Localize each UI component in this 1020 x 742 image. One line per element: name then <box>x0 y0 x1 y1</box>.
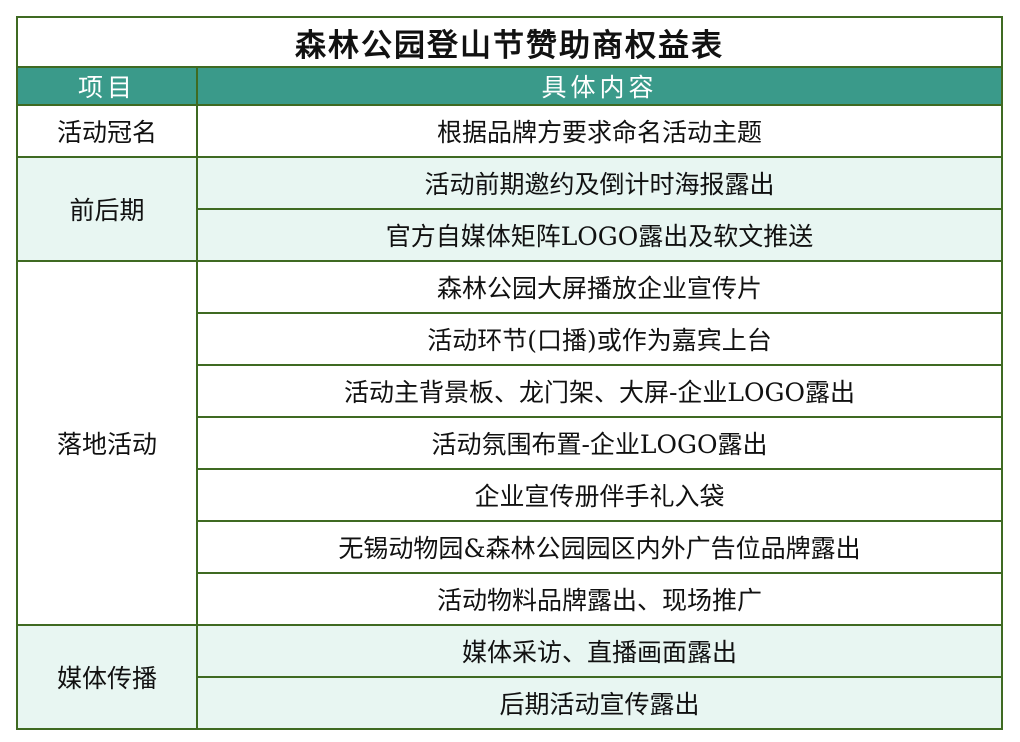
table-row: 无锡动物园&森林公园园区内外广告位品牌露出 <box>17 520 1003 574</box>
table-title: 森林公园登山节赞助商权益表 <box>16 16 1003 68</box>
content-cell: 活动环节(口播)或作为嘉宾上台 <box>196 312 1003 366</box>
content-cell: 媒体采访、直播画面露出 <box>196 624 1003 678</box>
table-row: 官方自媒体矩阵LOGO露出及软文推送 <box>17 208 1003 262</box>
header-content: 具体内容 <box>196 66 1003 106</box>
item-cell: 前后期 <box>16 156 198 262</box>
table-row: 活动环节(口播)或作为嘉宾上台 <box>17 312 1003 366</box>
content-cell: 活动物料品牌露出、现场推广 <box>196 572 1003 626</box>
table-row: 活动物料品牌露出、现场推广 <box>17 572 1003 626</box>
content-cell: 森林公园大屏播放企业宣传片 <box>196 260 1003 314</box>
item-cell: 活动冠名 <box>16 104 198 158</box>
content-cell: 官方自媒体矩阵LOGO露出及软文推送 <box>196 208 1003 262</box>
title-row: 森林公园登山节赞助商权益表 <box>16 16 1003 68</box>
sponsor-rights-table: 森林公园登山节赞助商权益表 项目 具体内容 活动冠名 根据品牌方要求命名活动主题前… <box>16 16 1003 730</box>
table-row: 活动冠名 根据品牌方要求命名活动主题 <box>16 104 1003 158</box>
table-row: 活动主背景板、龙门架、大屏-企业LOGO露出 <box>17 364 1003 418</box>
table-row: 活动氛围布置-企业LOGO露出 <box>17 416 1003 470</box>
content-cell: 无锡动物园&森林公园园区内外广告位品牌露出 <box>196 520 1003 574</box>
content-cell: 活动氛围布置-企业LOGO露出 <box>196 416 1003 470</box>
table-row: 后期活动宣传露出 <box>17 676 1003 730</box>
content-cell: 后期活动宣传露出 <box>196 676 1003 730</box>
content-cell: 活动前期邀约及倒计时海报露出 <box>196 156 1003 210</box>
content-cell: 企业宣传册伴手礼入袋 <box>196 468 1003 522</box>
content-cell: 根据品牌方要求命名活动主题 <box>196 104 1003 158</box>
table-row: 媒体传播 媒体采访、直播画面露出 <box>16 624 1003 730</box>
item-cell: 媒体传播 <box>16 624 198 730</box>
table-row: 落地活动 森林公园大屏播放企业宣传片 <box>16 260 1003 626</box>
item-cell: 落地活动 <box>16 260 198 626</box>
table-row: 前后期 活动前期邀约及倒计时海报露出 <box>16 156 1003 262</box>
header-item: 项目 <box>16 66 198 106</box>
header-row: 项目 具体内容 <box>16 66 1003 106</box>
content-cell: 活动主背景板、龙门架、大屏-企业LOGO露出 <box>196 364 1003 418</box>
table-row: 企业宣传册伴手礼入袋 <box>17 468 1003 522</box>
